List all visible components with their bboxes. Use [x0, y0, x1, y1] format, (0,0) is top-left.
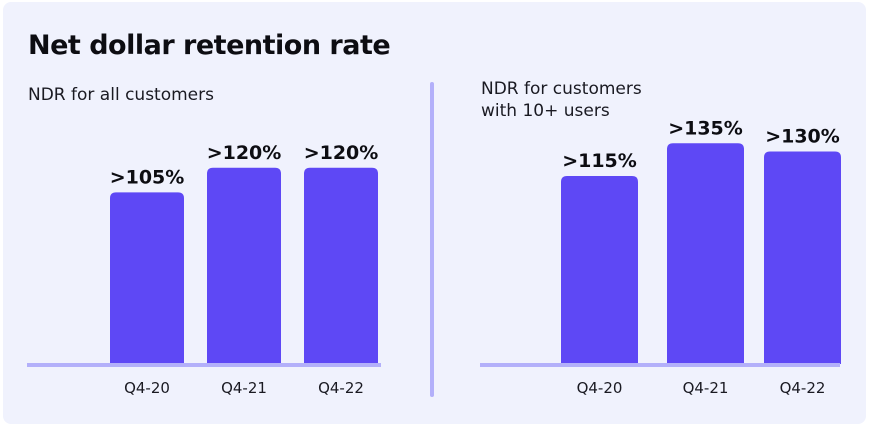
- bar: [561, 175, 638, 364]
- x-tick-label: Q4-21: [221, 379, 267, 397]
- x-tick-label: Q4-20: [124, 379, 170, 397]
- data-label: >135%: [668, 117, 743, 139]
- bar: [667, 143, 744, 364]
- data-label: >115%: [562, 150, 637, 172]
- x-tick-label: Q4-22: [780, 379, 826, 397]
- right-chart-title-line-2: with 10+ users: [481, 101, 610, 121]
- bar: [110, 192, 184, 364]
- x-tick-label: Q4-22: [318, 379, 364, 397]
- divider: [430, 82, 434, 397]
- left-chart-title: NDR for all customers: [28, 85, 214, 105]
- x-axis-line: [27, 363, 381, 367]
- page-title: Net dollar retention rate: [28, 30, 391, 61]
- data-label: >130%: [765, 125, 840, 147]
- bar: [304, 167, 378, 364]
- x-tick-label: Q4-21: [683, 379, 729, 397]
- bar: [764, 151, 841, 364]
- right-chart-title-line-1: NDR for customers: [481, 79, 642, 99]
- data-label: >120%: [207, 142, 282, 164]
- data-label: >120%: [304, 142, 379, 164]
- bar: [207, 167, 281, 364]
- right-chart-title: NDR for customers with 10+ users: [481, 78, 642, 122]
- data-label: >105%: [110, 166, 185, 188]
- x-axis-line: [480, 363, 840, 367]
- x-tick-label: Q4-20: [577, 379, 623, 397]
